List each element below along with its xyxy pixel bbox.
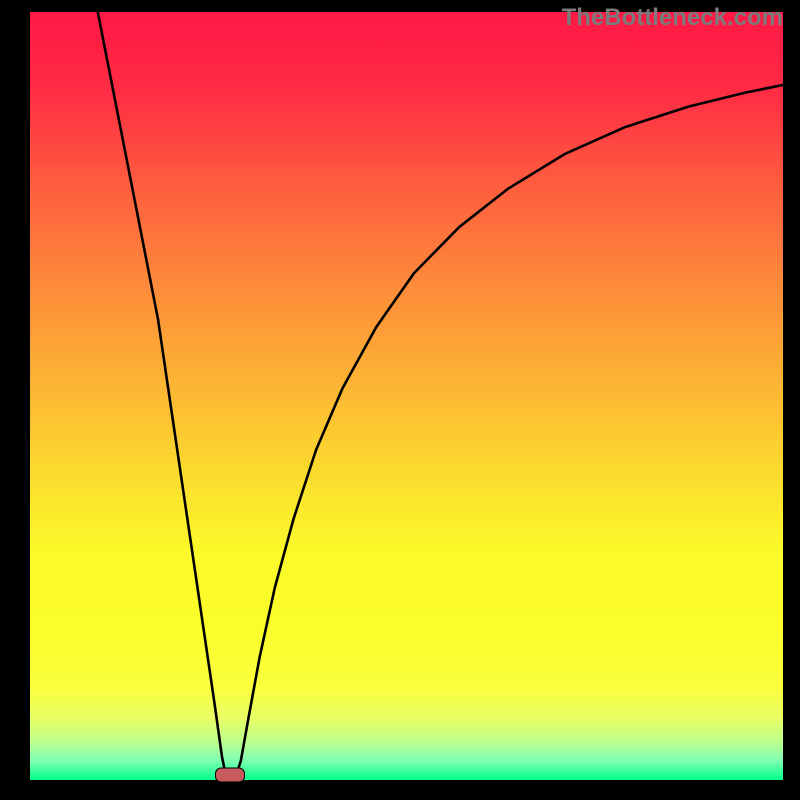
plot-background	[30, 12, 783, 780]
chart-container: TheBottleneck.com	[0, 0, 800, 800]
watermark-text: TheBottleneck.com	[562, 4, 783, 32]
curve-layer	[30, 12, 783, 780]
plot-area	[30, 12, 783, 780]
min-marker	[215, 768, 245, 783]
